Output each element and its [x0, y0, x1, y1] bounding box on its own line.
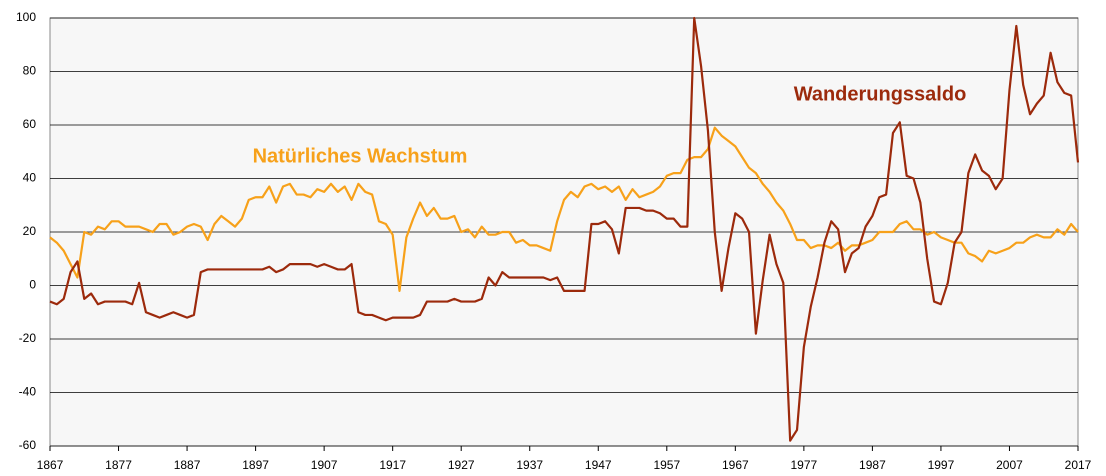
- y-tick-label: -40: [19, 385, 37, 399]
- y-tick-label: 20: [23, 224, 37, 238]
- x-tick-label: 2007: [996, 458, 1023, 472]
- y-tick-label: -20: [19, 331, 37, 345]
- x-tick-label: 1977: [791, 458, 818, 472]
- y-tick-label: 40: [23, 171, 37, 185]
- x-tick-label: 1897: [242, 458, 269, 472]
- x-tick-label: 1887: [174, 458, 201, 472]
- x-tick-label: 1937: [516, 458, 543, 472]
- x-tick-label: 1947: [585, 458, 612, 472]
- y-tick-label: 60: [23, 117, 37, 131]
- series-label: Wanderungssaldo: [794, 83, 967, 105]
- series-label: Natürliches Wachstum: [253, 145, 468, 167]
- x-tick-label: 1957: [653, 458, 680, 472]
- x-tick-label: 1987: [859, 458, 886, 472]
- series-line: [49, 16, 1080, 442]
- y-tick-label: -60: [19, 438, 37, 452]
- x-tick-label: 1907: [311, 458, 338, 472]
- y-tick-label: 0: [29, 278, 36, 292]
- y-tick-label: 80: [23, 64, 37, 78]
- x-tick-label: 2017: [1065, 458, 1092, 472]
- x-tick-label: 1967: [722, 458, 749, 472]
- x-tick-label: 1927: [448, 458, 475, 472]
- x-tick-label: 1997: [928, 458, 955, 472]
- x-tick-label: 1867: [37, 458, 64, 472]
- x-tick-label: 1917: [379, 458, 406, 472]
- series-line: [49, 126, 1079, 292]
- x-tick-label: 1877: [105, 458, 132, 472]
- y-tick-label: 100: [16, 10, 36, 24]
